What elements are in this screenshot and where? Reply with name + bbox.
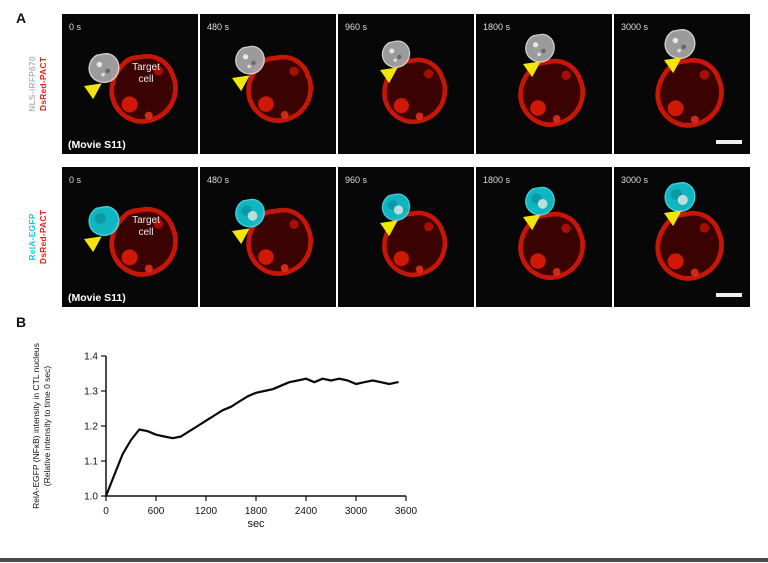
bottom-border [0,558,768,562]
line-chart: 1.0 1.1 1.2 1.3 1.4 0 600 1200 1800 2400 3000 3600 [64,336,444,536]
microscopy-image: 1800 s [476,14,612,154]
arrowhead-icon [380,67,398,84]
target-cell-label: Target [132,62,160,73]
microscopy-cell: 480 s [200,167,336,307]
target-cell-blob [109,206,178,277]
microscopy-row: RelA-EGFP DsRed-PACT 0 s Target cell (Movie… [24,167,754,307]
x-tick-label: 600 [148,506,165,517]
timestamp-label: 480 s [207,175,230,185]
timestamp-label: 0 s [69,175,82,185]
microscopy-cell: 480 s [200,14,336,154]
y-tick-label: 1.2 [84,422,98,433]
microscopy-row: NLS-iRFP670 DsRed-PACT 0 s Target cell (Mov… [24,14,754,154]
y-tick-label: 1.4 [84,352,98,363]
arrowhead-icon [523,214,541,231]
microscopy-image: 960 s [338,167,474,307]
microscopy-cell: 0 s Target cell (Movie S11) [62,167,198,307]
microscopy-image: 3000 s [614,167,750,307]
chart-x-axis-label: sec [247,518,265,530]
chart-y-axis-label: RelA-EGFP (NFκB) intensity in CTL nucleu… [31,320,61,532]
movie-label: (Movie S11) [68,292,126,304]
ctl-cell-blob [88,206,120,237]
microscopy-cell: 3000 s [614,167,750,307]
x-tick-label: 0 [103,506,109,517]
ctl-cell-blob [88,53,120,84]
fluorophore-label-rela-egfp: RelA-EGFP [27,213,37,261]
arrowhead-icon [664,210,682,227]
microscopy-image: 480 s [200,167,336,307]
microscopy-cell: 1800 s [476,167,612,307]
chart-y-axis-label-line2: (Relative intensity to time 0 sec) [42,365,53,487]
microscopy-image: 3000 s [614,14,750,154]
x-tick-label: 1800 [245,506,268,517]
panel-a-label: A [16,10,27,26]
x-tick-label: 2400 [295,506,318,517]
timestamp-label: 480 s [207,22,230,32]
timestamp-label: 960 s [345,175,368,185]
chart-svg: 1.0 1.1 1.2 1.3 1.4 0 600 1200 1800 2400 3000 3600 [84,352,418,518]
arrowhead-icon [664,57,682,74]
target-cell-blob [655,57,724,128]
scale-bar [716,140,742,144]
chart-y-axis-label-line1: RelA-EGFP (NFκB) intensity in CTL nucleu… [31,343,41,509]
ctl-cell-blob [235,45,265,75]
row-side-label: NLS-iRFP670 DsRed-PACT [27,14,61,154]
movie-label: (Movie S11) [68,139,126,151]
microscopy-cell: 3000 s [614,14,750,154]
arrowhead-icon [232,75,250,92]
timestamp-label: 0 s [69,22,82,32]
y-tick-label: 1.1 [84,457,98,468]
x-tick-label: 1200 [195,506,218,517]
ctl-cell-blob [664,182,696,213]
fluorophore-label-dsred-pact: DsRed-PACT [38,209,49,265]
target-cell-label: Target [132,215,160,226]
timestamp-label: 3000 s [621,175,649,185]
arrowhead-icon [84,83,102,100]
timestamp-label: 3000 s [621,22,649,32]
timestamp-label: 960 s [345,22,368,32]
ctl-cell-blob [664,29,696,60]
microscopy-cell: 0 s Target cell (Movie S11) [62,14,198,154]
panel-b-label: B [16,314,27,330]
timestamp-label: 1800 s [483,22,511,32]
microscopy-cell: 960 s [338,14,474,154]
ctl-cell-blob [235,198,265,228]
scale-bar [716,293,742,297]
microscopy-cell: 960 s [338,167,474,307]
target-cell-label: cell [138,227,153,238]
ctl-cell-blob [381,40,411,68]
y-tick-label: 1.3 [84,387,98,398]
arrowhead-icon [523,61,541,78]
target-cell-label: cell [138,74,153,85]
row-cells: 0 s Target cell (Movie S11) 480 s 960 s 1800 s… [62,14,750,154]
y-tick-label: 1.0 [84,492,98,503]
arrowhead-icon [84,236,102,253]
target-cell-blob [382,210,448,278]
microscopy-image: 1800 s [476,167,612,307]
ctl-cell-blob [525,186,555,216]
arrowhead-icon [380,220,398,237]
microscopy-cell: 1800 s [476,14,612,154]
target-cell-blob [655,210,724,281]
x-tick-label: 3600 [395,506,418,517]
ctl-cell-blob [525,33,555,63]
fluorophore-label-nls-irfp670: NLS-iRFP670 [27,56,37,112]
microscopy-image: 480 s [200,14,336,154]
row-side-label: RelA-EGFP DsRed-PACT [27,167,61,307]
data-line [104,377,399,498]
x-tick-label: 3000 [345,506,368,517]
timestamp-label: 1800 s [483,175,511,185]
fluorophore-label-dsred-pact: DsRed-PACT [38,56,49,112]
row-cells: 0 s Target cell (Movie S11) 480 s 960 s 1800 s… [62,167,750,307]
target-cell-blob [382,57,448,125]
arrowhead-icon [232,228,250,245]
ctl-cell-blob [381,193,411,221]
microscopy-image: 960 s [338,14,474,154]
target-cell-blob [109,53,178,124]
